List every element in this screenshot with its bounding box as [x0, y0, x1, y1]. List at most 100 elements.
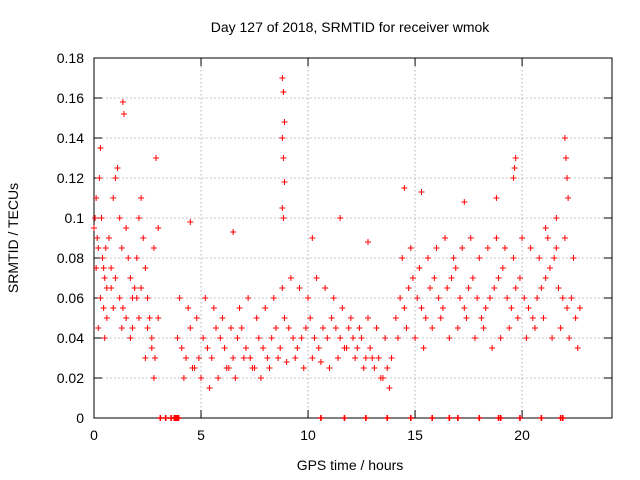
baseline-point [362, 415, 369, 421]
data-point [461, 199, 468, 205]
data-point [127, 275, 134, 281]
data-point [542, 275, 549, 281]
data-point [557, 325, 564, 331]
data-point [474, 295, 481, 301]
baseline-point [162, 415, 169, 421]
data-point [367, 345, 374, 351]
data-point [369, 355, 376, 361]
data-point [268, 335, 275, 341]
data-point [232, 375, 239, 381]
data-point [337, 215, 344, 221]
data-point [574, 345, 581, 351]
data-point [144, 295, 151, 301]
data-point [101, 275, 108, 281]
data-point [148, 335, 155, 341]
data-point [119, 305, 126, 311]
data-point [95, 245, 102, 251]
data-point [236, 305, 243, 311]
data-point [217, 335, 224, 341]
data-point [431, 275, 438, 281]
data-point [279, 285, 286, 291]
data-point [114, 165, 121, 171]
data-point [142, 265, 149, 271]
data-point [555, 285, 562, 291]
data-point [345, 325, 352, 331]
data-point [120, 111, 127, 117]
data-point [553, 215, 560, 221]
data-point [454, 325, 461, 331]
y-tick-label: 0.1 [65, 210, 85, 226]
data-point [183, 355, 190, 361]
data-point [193, 315, 200, 321]
data-point [260, 345, 267, 351]
y-tick-label: 0.12 [57, 170, 84, 186]
data-point [427, 285, 434, 291]
data-point [497, 335, 504, 341]
data-point [238, 325, 245, 331]
data-point [144, 325, 151, 331]
data-point [152, 355, 159, 361]
data-point [123, 315, 130, 321]
data-point [525, 305, 532, 311]
data-point [392, 315, 399, 321]
data-point [394, 335, 401, 341]
data-point [108, 285, 115, 291]
data-point [313, 275, 320, 281]
data-point [330, 295, 337, 301]
data-point [337, 335, 344, 341]
data-point [561, 235, 568, 241]
data-point [360, 365, 367, 371]
data-point [414, 295, 421, 301]
data-point [119, 99, 126, 105]
data-point [343, 345, 350, 351]
baseline-point [446, 415, 453, 421]
data-point [364, 315, 371, 321]
data-point [486, 295, 493, 301]
x-tick-label: 10 [300, 427, 316, 443]
data-point [93, 265, 100, 271]
data-point [339, 305, 346, 311]
baseline-point [341, 415, 348, 421]
data-point [326, 365, 333, 371]
data-point [142, 355, 149, 361]
data-point [442, 235, 449, 241]
data-point [534, 295, 541, 301]
data-point [405, 285, 412, 291]
data-point [198, 375, 205, 381]
data-point [99, 255, 106, 261]
data-point [249, 365, 256, 371]
data-point [283, 359, 290, 365]
data-point [101, 335, 108, 341]
data-point [280, 215, 287, 221]
baseline-point [476, 415, 483, 421]
data-point [150, 375, 157, 381]
y-axis-title: SRMTID / TECUs [5, 183, 21, 293]
data-point [418, 305, 425, 311]
y-tick-label: 0.16 [57, 90, 84, 106]
data-point [112, 175, 119, 181]
x-tick-label: 15 [407, 427, 423, 443]
data-point [448, 275, 455, 281]
data-points [91, 75, 583, 391]
data-point [116, 295, 123, 301]
data-point [568, 295, 575, 301]
data-point [457, 295, 464, 301]
data-point [272, 325, 279, 331]
data-point [123, 225, 130, 231]
data-point [96, 175, 103, 181]
data-point [281, 179, 288, 185]
data-point [549, 335, 556, 341]
data-point [110, 195, 117, 201]
data-point [302, 325, 309, 331]
data-point [540, 315, 547, 321]
data-point [416, 265, 423, 271]
data-point [253, 315, 260, 321]
data-point [281, 119, 288, 125]
data-point [512, 285, 519, 291]
y-tick-label: 0.04 [57, 330, 84, 346]
data-point [285, 325, 292, 331]
data-point [91, 225, 97, 231]
data-point [347, 315, 354, 321]
data-point [523, 335, 530, 341]
data-point [354, 345, 361, 351]
